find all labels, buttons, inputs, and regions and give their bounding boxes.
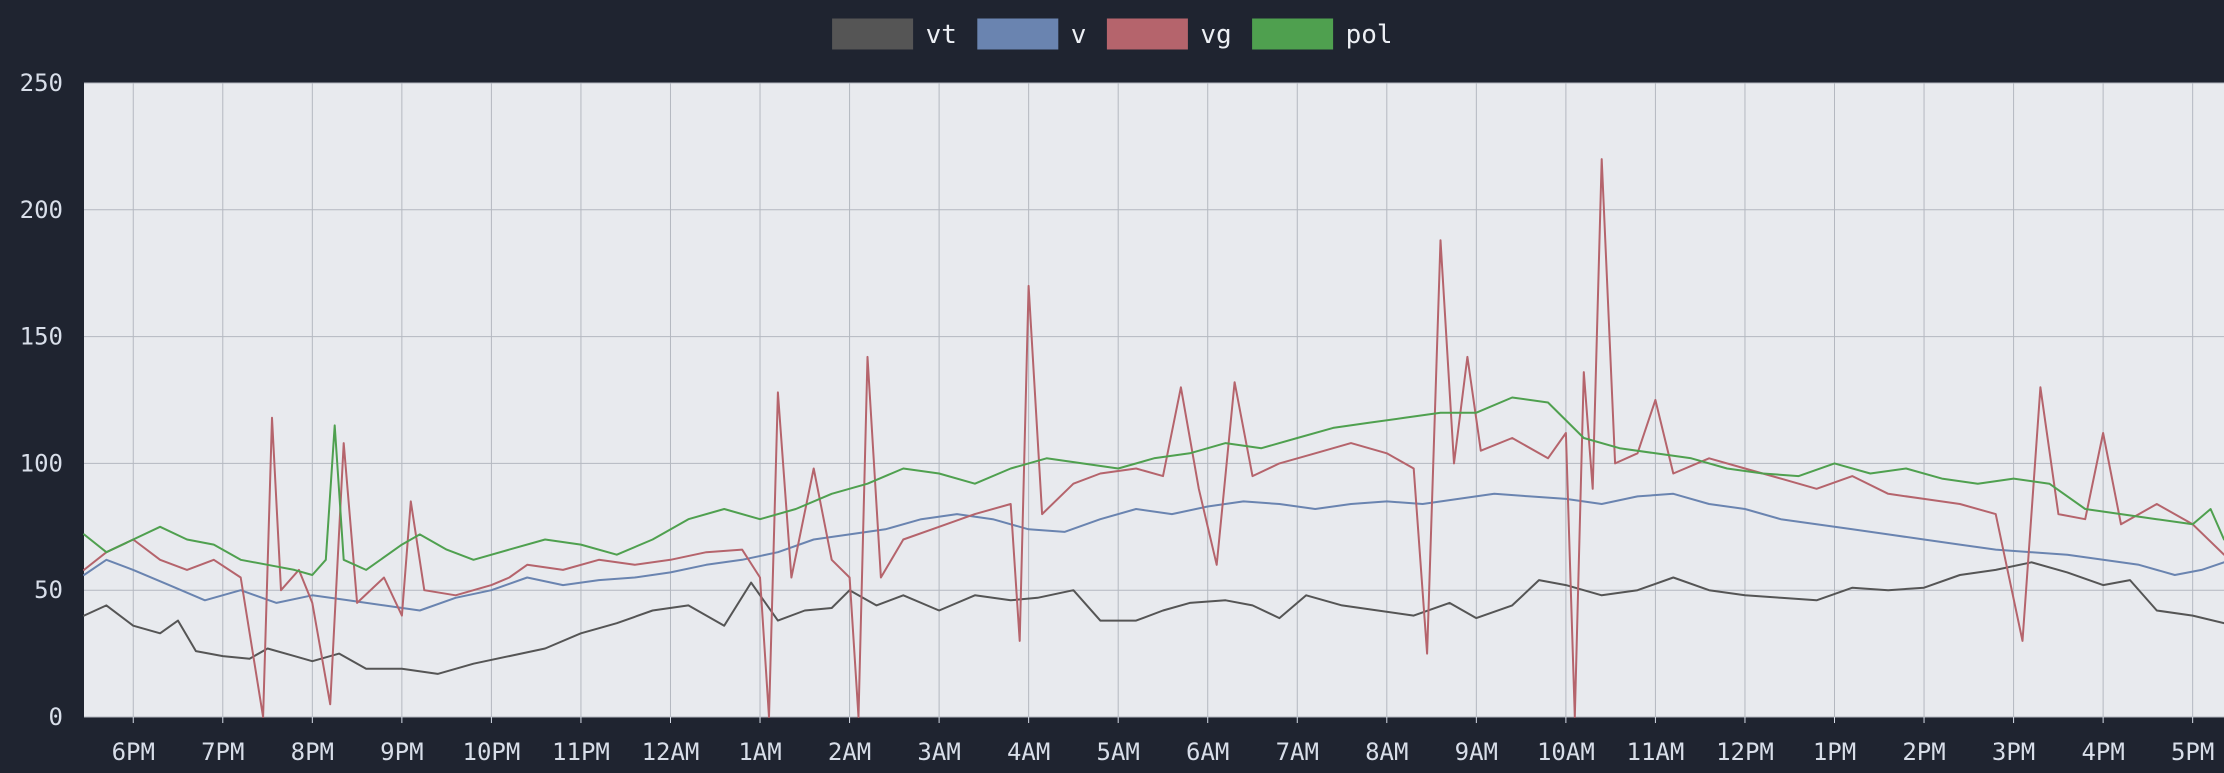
legend-label: vg <box>1200 20 1231 50</box>
legend-item-vg[interactable]: vg <box>1105 17 1232 51</box>
legend-label: v <box>1071 20 1087 50</box>
x-tick-label: 10PM <box>463 738 521 766</box>
y-tick-label: 150 <box>20 323 63 351</box>
x-tick-label: 3PM <box>1992 738 2035 766</box>
x-tick-label: 7AM <box>1276 738 1319 766</box>
y-tick-label: 250 <box>20 69 63 97</box>
x-axis: 6PM 7PM 8PM 9PM 10PM 11PM 12AM 1AM 2AM 3AM 4AM 5AM 6… <box>112 717 2214 766</box>
x-tick-label: 7PM <box>201 738 244 766</box>
legend-label: vt <box>926 20 957 50</box>
legend-swatch <box>1251 17 1335 51</box>
x-tick-label: 8AM <box>1365 738 1408 766</box>
legend-swatch <box>1105 17 1189 51</box>
legend-item-pol[interactable]: pol <box>1251 17 1393 51</box>
legend-label: pol <box>1346 20 1393 50</box>
x-tick-label: 4AM <box>1007 738 1050 766</box>
x-tick-label: 11PM <box>552 738 610 766</box>
x-tick-label: 5AM <box>1097 738 1140 766</box>
y-tick-label: 100 <box>20 449 63 477</box>
series-lines <box>83 158 2224 718</box>
x-tick-label: 2AM <box>828 738 871 766</box>
x-tick-label: 9AM <box>1455 738 1498 766</box>
legend-swatch <box>831 17 915 51</box>
x-tick-label: 4PM <box>2081 738 2124 766</box>
y-tick-label: 50 <box>34 576 63 604</box>
grid <box>84 82 2224 718</box>
legend-swatch <box>976 17 1060 51</box>
series-line-vt <box>83 561 2224 675</box>
legend: vt v vg pol <box>831 17 1393 51</box>
y-axis: 0 50 100 150 200 250 <box>20 69 63 731</box>
x-tick-label: 6PM <box>112 738 155 766</box>
x-tick-label: 5PM <box>2171 738 2214 766</box>
series-line-v <box>83 492 2224 612</box>
legend-item-vt[interactable]: vt <box>831 17 957 51</box>
x-tick-label: 2PM <box>1902 738 1945 766</box>
x-tick-label: 8PM <box>291 738 334 766</box>
x-tick-label: 1PM <box>1813 738 1856 766</box>
x-tick-label: 12PM <box>1716 738 1774 766</box>
x-tick-label: 10AM <box>1537 738 1595 766</box>
series-line-pol <box>83 396 2224 576</box>
legend-item-v[interactable]: v <box>976 17 1087 51</box>
x-tick-label: 9PM <box>380 738 423 766</box>
x-tick-label: 1AM <box>738 738 781 766</box>
x-tick-label: 12AM <box>642 738 700 766</box>
y-tick-label: 0 <box>49 703 63 731</box>
x-tick-label: 11AM <box>1627 738 1685 766</box>
y-tick-label: 200 <box>20 196 63 224</box>
x-tick-label: 6AM <box>1186 738 1229 766</box>
x-tick-label: 3AM <box>917 738 960 766</box>
plot-area <box>84 83 2224 717</box>
